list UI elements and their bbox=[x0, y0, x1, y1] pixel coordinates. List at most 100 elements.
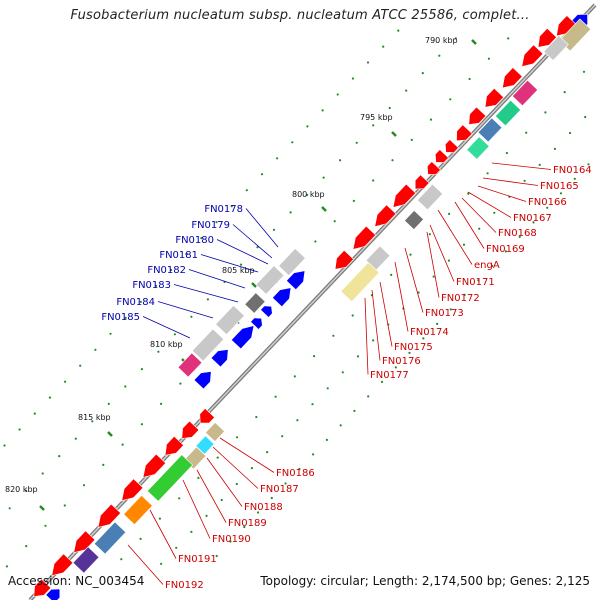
gene-feature[interactable] bbox=[494, 99, 522, 127]
tick-dot bbox=[584, 115, 587, 119]
gene-feature[interactable] bbox=[452, 124, 473, 146]
leader-line bbox=[429, 224, 455, 282]
gene-feature[interactable] bbox=[72, 546, 100, 574]
tick-dot bbox=[351, 77, 354, 80]
gene-feature[interactable] bbox=[285, 266, 309, 291]
gene-feature[interactable] bbox=[442, 139, 459, 157]
tick-dot bbox=[436, 322, 439, 325]
tick-dot bbox=[58, 455, 61, 458]
gene-label: engA bbox=[474, 260, 500, 271]
gene-feature[interactable] bbox=[177, 420, 200, 443]
tick-dot bbox=[410, 138, 413, 141]
leader-line bbox=[149, 509, 177, 559]
gene-feature[interactable] bbox=[330, 249, 355, 273]
tick-label: 805 kbp bbox=[222, 266, 255, 275]
gene-feature[interactable] bbox=[123, 494, 153, 526]
tick-dot bbox=[339, 424, 342, 427]
gene-feature[interactable] bbox=[160, 435, 185, 459]
tick-dot bbox=[507, 37, 510, 40]
tick-dot bbox=[260, 173, 264, 176]
gene-feature[interactable] bbox=[278, 248, 306, 276]
gene-feature[interactable] bbox=[517, 44, 544, 71]
tick-label: 820 kbp bbox=[5, 485, 38, 494]
gene-feature[interactable] bbox=[230, 321, 258, 350]
gene-label: FN0182 bbox=[147, 265, 186, 276]
tick-dot bbox=[229, 540, 232, 543]
gene-feature[interactable] bbox=[117, 478, 144, 505]
gene-feature[interactable] bbox=[477, 117, 503, 143]
gene-feature[interactable] bbox=[498, 67, 523, 93]
leader-line bbox=[142, 316, 191, 339]
gene-feature[interactable] bbox=[416, 183, 444, 211]
gene-feature[interactable] bbox=[195, 408, 215, 427]
gene-feature[interactable] bbox=[193, 367, 216, 390]
gene-feature[interactable] bbox=[370, 204, 397, 231]
tick-dot bbox=[380, 380, 384, 383]
gene-feature[interactable] bbox=[464, 106, 487, 129]
tick-dot bbox=[74, 437, 77, 440]
leader-line bbox=[212, 446, 259, 489]
gene-feature[interactable] bbox=[177, 352, 203, 378]
gene-feature[interactable] bbox=[93, 503, 122, 532]
leader-line bbox=[245, 208, 279, 248]
gene-label: FN0179 bbox=[191, 220, 230, 231]
leader-line bbox=[157, 301, 214, 319]
gene-feature[interactable] bbox=[47, 553, 74, 580]
leader-line bbox=[196, 469, 227, 523]
tick-dot bbox=[63, 504, 66, 507]
gene-feature[interactable] bbox=[466, 136, 490, 160]
tick-dot bbox=[296, 419, 299, 422]
leader-line bbox=[454, 201, 485, 249]
gene-feature[interactable] bbox=[195, 435, 215, 455]
gene-feature[interactable] bbox=[480, 87, 505, 111]
tick-dot bbox=[82, 484, 86, 487]
tick-mark bbox=[251, 282, 257, 288]
tick-dot bbox=[239, 263, 243, 266]
gene-label: FN0188 bbox=[244, 502, 283, 513]
gene-feature[interactable] bbox=[260, 303, 276, 318]
gene-feature[interactable] bbox=[138, 453, 167, 482]
tick-dot bbox=[291, 141, 294, 144]
tick-label: 790 kbp bbox=[425, 36, 458, 45]
gene-feature[interactable] bbox=[191, 328, 225, 362]
gene-label: FN0177 bbox=[370, 370, 409, 381]
gene-feature[interactable] bbox=[205, 422, 225, 442]
tick-dot bbox=[388, 106, 391, 110]
gene-feature[interactable] bbox=[511, 79, 539, 107]
gene-feature[interactable] bbox=[543, 35, 569, 61]
backbone bbox=[28, 3, 597, 600]
tick-dot bbox=[170, 268, 173, 272]
gene-feature[interactable] bbox=[404, 210, 424, 230]
tick-dot bbox=[409, 253, 412, 256]
tick-dot bbox=[173, 333, 176, 336]
gene-feature[interactable] bbox=[146, 454, 194, 502]
gene-feature[interactable] bbox=[93, 521, 127, 555]
gene-feature[interactable] bbox=[424, 161, 441, 179]
gene-feature[interactable] bbox=[432, 149, 449, 167]
gene-feature[interactable] bbox=[250, 315, 266, 330]
leader-line bbox=[182, 479, 211, 539]
leader-line bbox=[467, 191, 512, 218]
leader-line bbox=[173, 284, 239, 303]
gene-feature[interactable] bbox=[215, 304, 245, 336]
gene-feature[interactable] bbox=[388, 183, 417, 212]
gene-feature[interactable] bbox=[210, 345, 233, 368]
tick-dot bbox=[94, 348, 97, 351]
tick-dot bbox=[158, 517, 161, 520]
gene-features[interactable] bbox=[29, 9, 592, 600]
gene-feature[interactable] bbox=[271, 283, 295, 308]
tick-dot bbox=[256, 246, 259, 249]
tick-dot bbox=[312, 453, 315, 456]
gene-feature[interactable] bbox=[411, 174, 430, 193]
tick-mark bbox=[471, 39, 477, 45]
tick-dot bbox=[428, 233, 431, 236]
gene-feature[interactable] bbox=[29, 578, 52, 600]
gene-feature[interactable] bbox=[348, 225, 377, 254]
gene-feature[interactable] bbox=[533, 27, 558, 51]
gene-feature[interactable] bbox=[340, 261, 380, 303]
gene-feature[interactable] bbox=[244, 292, 266, 314]
tick-dot bbox=[372, 179, 375, 182]
gene-feature[interactable] bbox=[255, 265, 285, 295]
tick-dot bbox=[157, 350, 160, 353]
